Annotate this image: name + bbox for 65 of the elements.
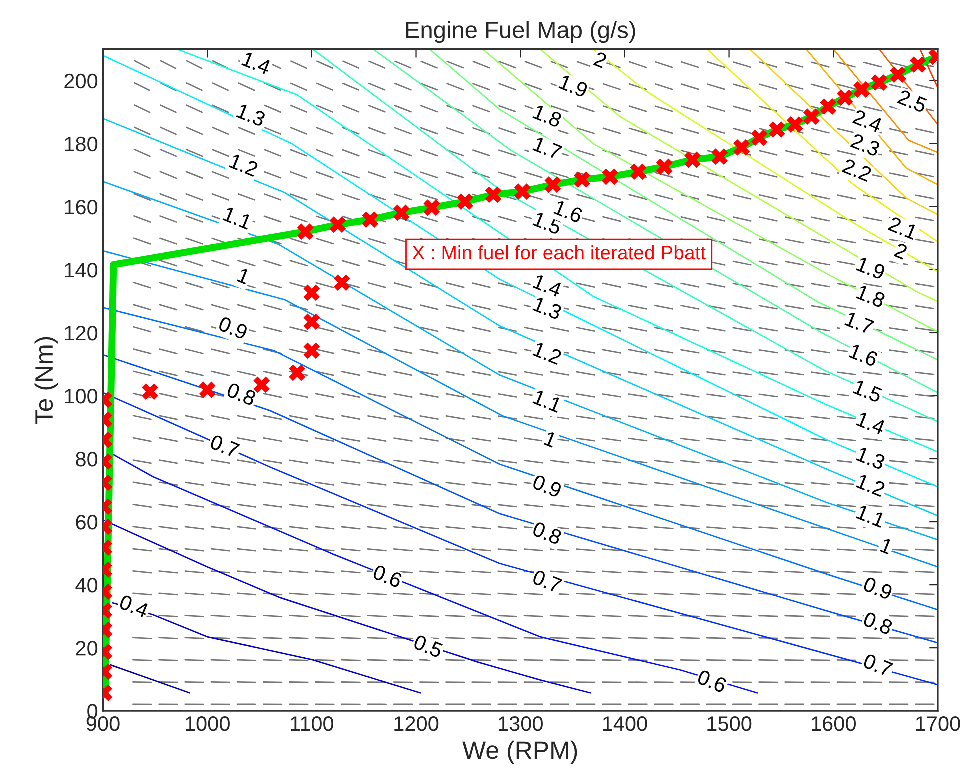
y-tick-label: 40 <box>76 578 98 593</box>
annotation: 0.5 <box>412 634 444 658</box>
annotation: 1.9 <box>558 74 589 98</box>
annotation: 1.8 <box>532 104 563 128</box>
annotation: 1.4 <box>532 274 563 298</box>
annotation: 0.9 <box>218 316 249 340</box>
annotation: 2 <box>593 51 608 68</box>
annotation: 2 <box>894 242 908 260</box>
annotation: 0.4 <box>118 594 150 618</box>
annotation: 1.2 <box>856 474 886 498</box>
annotation: 1 <box>237 268 251 285</box>
y-tick-label: 120 <box>65 326 98 341</box>
y-tick-label: 140 <box>65 262 98 278</box>
annotation: 2.4 <box>852 109 884 133</box>
annotation: 2.1 <box>888 216 918 240</box>
annotation: 1 <box>544 431 558 448</box>
x-tick-label: 900 <box>86 716 120 732</box>
annotation: 1 <box>880 538 894 555</box>
x-axis-title: We (RPM) <box>462 740 578 764</box>
annotation: 0.6 <box>696 669 728 694</box>
annotation: 1.1 <box>532 390 563 413</box>
x-tick-label: 1300 <box>499 716 543 732</box>
annotation: 0.9 <box>532 474 563 498</box>
annotation: 1.3 <box>532 296 563 320</box>
x-tick-label: 1500 <box>708 716 752 732</box>
annotation: 1.4 <box>242 52 272 76</box>
x-tick-label: 1600 <box>812 716 856 732</box>
x-tick-label: 1100 <box>291 716 334 732</box>
annotation: 2.2 <box>842 158 872 182</box>
annotation: 1.4 <box>856 412 886 436</box>
annotation: 1.9 <box>856 256 886 280</box>
annotation: 0.8 <box>532 521 563 546</box>
y-tick-label: 20 <box>76 641 98 656</box>
x-tick-label: 1700 <box>916 716 960 732</box>
annotation: 1.7 <box>532 136 562 160</box>
y-tick-label: 200 <box>64 74 98 89</box>
x-tick-label: 1400 <box>603 716 648 732</box>
chart-title: Engine Fuel Map (g/s) <box>406 21 636 44</box>
annotation: 1.1 <box>222 206 253 230</box>
annotation: 0.6 <box>372 564 404 588</box>
annotation: 0.7 <box>532 570 563 594</box>
annotation: 0.8 <box>226 382 257 406</box>
annotation: 1.6 <box>848 344 879 368</box>
y-tick-label: 180 <box>65 136 98 152</box>
annotation: X : Min fuel for each iterated Pbatt <box>412 245 706 260</box>
annotation: 0.8 <box>862 611 894 636</box>
annotation: 1.8 <box>856 284 886 308</box>
y-tick-label: 160 <box>65 200 98 215</box>
x-tick-label: 1000 <box>186 716 230 732</box>
y-tick-label: 60 <box>76 515 98 530</box>
annotation: 1.1 <box>856 504 886 528</box>
y-tick-label: 80 <box>76 452 98 467</box>
annotation: 0.7 <box>210 434 240 458</box>
annotation: 1.7 <box>844 312 874 335</box>
annotation: 2.5 <box>897 89 928 114</box>
y-axis-title: Te (Nm) <box>34 337 58 424</box>
annotation: 1.3 <box>236 104 266 128</box>
annotation: 0.9 <box>862 576 894 600</box>
annotation: 1.5 <box>852 380 883 404</box>
annotation: 0.7 <box>862 653 894 678</box>
annotation: 1.2 <box>532 342 563 366</box>
y-tick-label: 100 <box>65 388 98 404</box>
x-tick-label: 1200 <box>394 716 439 732</box>
annotation: 1.3 <box>856 446 886 470</box>
annotation: 2.3 <box>850 133 881 158</box>
